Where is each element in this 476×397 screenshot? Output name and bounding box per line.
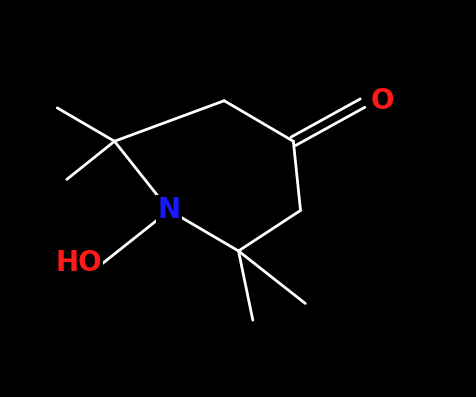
Text: O: O: [370, 87, 394, 115]
Text: N: N: [158, 197, 180, 224]
Text: HO: HO: [55, 249, 102, 277]
